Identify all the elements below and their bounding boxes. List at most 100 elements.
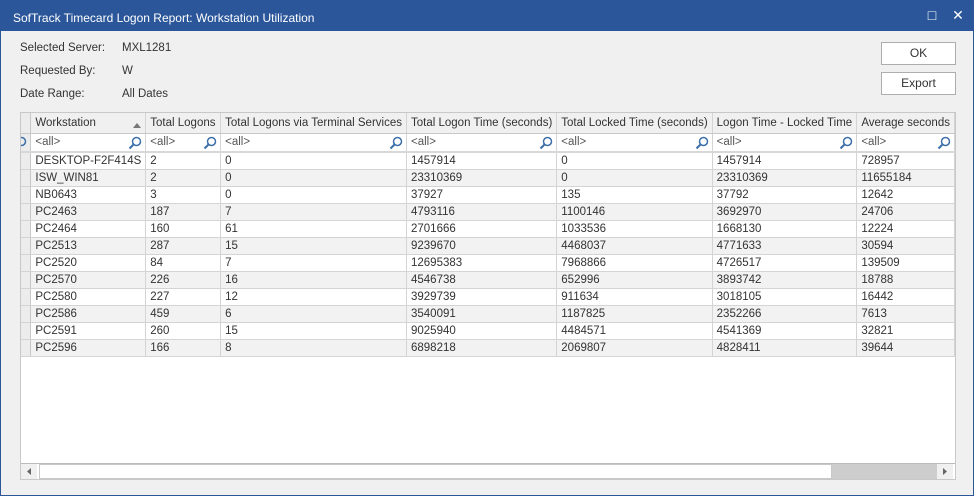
scrollbar-track[interactable] [832,464,937,479]
table-cell[interactable]: 0 [220,152,407,170]
search-icon[interactable] [203,136,217,150]
table-row[interactable]: DESKTOP-F2F414S 2 0 1457914 0 1457914 728957 [21,152,955,170]
table-cell[interactable]: 6 [220,305,407,323]
row-header[interactable] [21,237,32,255]
row-header[interactable] [21,254,32,272]
table-cell[interactable]: PC2580 [30,288,147,306]
table-cell[interactable]: PC2586 [30,305,147,323]
table-cell[interactable]: 15 [220,322,407,340]
data-grid[interactable]: Workstation Total Logons Total Logons via … [20,112,956,480]
table-cell[interactable]: 2 [145,169,222,187]
table-cell[interactable]: 459 [145,305,222,323]
column-header[interactable]: Total Locked Time (seconds) [556,113,713,134]
row-header[interactable] [21,271,32,289]
search-icon[interactable] [695,136,709,150]
row-header[interactable] [21,305,32,323]
column-header[interactable]: Total Logons [145,113,222,134]
table-cell[interactable]: 16442 [856,288,955,306]
table-row[interactable]: PC2591 260 15 9025940 4484571 4541369 32821 [21,322,955,340]
table-cell[interactable]: 226 [145,271,222,289]
table-cell[interactable]: 9025940 [406,322,558,340]
close-icon[interactable]: ✕ [952,7,964,23]
maximize-icon[interactable]: □ [927,7,937,23]
search-icon[interactable] [839,136,853,150]
search-icon[interactable] [937,136,951,150]
table-cell[interactable]: 12224 [856,220,955,238]
column-header[interactable]: Logon Time - Locked Time [712,113,858,134]
table-cell[interactable]: 1457914 [712,152,858,170]
table-cell[interactable]: 652996 [556,271,713,289]
table-cell[interactable]: 139509 [856,254,955,272]
table-cell[interactable]: 4793116 [406,203,558,221]
row-header[interactable] [21,169,32,187]
table-cell[interactable]: 32821 [856,322,955,340]
table-cell[interactable]: 7613 [856,305,955,323]
column-filter-input[interactable]: <all> [30,133,147,153]
table-cell[interactable]: PC2463 [30,203,147,221]
table-cell[interactable]: DESKTOP-F2F414S [30,152,147,170]
table-cell[interactable]: 12695383 [406,254,558,272]
table-cell[interactable]: 4484571 [556,322,713,340]
table-cell[interactable]: 84 [145,254,222,272]
table-row[interactable]: PC2513 287 15 9239670 4468037 4771633 30594 [21,237,955,255]
table-cell[interactable]: 1187825 [556,305,713,323]
table-cell[interactable]: 24706 [856,203,955,221]
table-cell[interactable]: 11655184 [856,169,955,187]
table-cell[interactable]: 187 [145,203,222,221]
table-cell[interactable]: 39644 [856,339,955,357]
table-cell[interactable]: 4726517 [712,254,858,272]
scroll-right-button[interactable] [937,464,953,479]
table-cell[interactable]: 7 [220,203,407,221]
table-cell[interactable]: 160 [145,220,222,238]
table-cell[interactable]: 1457914 [406,152,558,170]
table-cell[interactable]: 0 [220,169,407,187]
table-cell[interactable]: 7968866 [556,254,713,272]
table-row[interactable]: PC2570 226 16 4546738 652996 3893742 18788 [21,271,955,289]
table-cell[interactable]: NB0643 [30,186,147,204]
table-cell[interactable]: PC2513 [30,237,147,255]
row-header[interactable] [21,186,32,204]
table-cell[interactable]: 6898218 [406,339,558,357]
table-cell[interactable]: 2 [145,152,222,170]
table-cell[interactable]: 2352266 [712,305,858,323]
table-cell[interactable]: PC2591 [30,322,147,340]
table-cell[interactable]: 30594 [856,237,955,255]
table-cell[interactable]: 23310369 [712,169,858,187]
row-header[interactable] [21,339,32,357]
table-cell[interactable]: PC2596 [30,339,147,357]
filter-row-header[interactable] [21,133,32,153]
table-cell[interactable]: 4468037 [556,237,713,255]
column-filter-input[interactable]: <all> [406,133,558,153]
table-cell[interactable]: 260 [145,322,222,340]
table-cell[interactable]: 4546738 [406,271,558,289]
column-filter-input[interactable]: <all> [145,133,222,153]
table-cell[interactable]: 3018105 [712,288,858,306]
column-header[interactable]: Total Logons via Terminal Services [220,113,407,134]
table-cell[interactable]: 0 [220,186,407,204]
row-header[interactable] [21,322,32,340]
column-header[interactable]: Total Logon Time (seconds) [406,113,558,134]
table-cell[interactable]: 2701666 [406,220,558,238]
row-header[interactable] [21,152,32,170]
table-cell[interactable]: 12642 [856,186,955,204]
export-button[interactable]: Export [881,72,956,95]
scrollbar-thumb[interactable] [39,464,832,479]
table-cell[interactable]: 1100146 [556,203,713,221]
table-cell[interactable]: 3692970 [712,203,858,221]
table-cell[interactable]: 1033536 [556,220,713,238]
column-header[interactable]: Average seconds [856,113,955,134]
table-cell[interactable]: 3893742 [712,271,858,289]
table-row[interactable]: PC2464 160 61 2701666 1033536 1668130 12224 [21,220,955,238]
table-cell[interactable]: ISW_WIN81 [30,169,147,187]
table-cell[interactable]: PC2570 [30,271,147,289]
table-cell[interactable]: 37792 [712,186,858,204]
table-cell[interactable]: 287 [145,237,222,255]
table-row[interactable]: ISW_WIN81 2 0 23310369 0 23310369 11655184 [21,169,955,187]
column-filter-input[interactable]: <all> [556,133,713,153]
table-cell[interactable]: 728957 [856,152,955,170]
table-cell[interactable]: 227 [145,288,222,306]
table-cell[interactable]: 4541369 [712,322,858,340]
table-cell[interactable]: 4771633 [712,237,858,255]
table-cell[interactable]: 7 [220,254,407,272]
search-icon[interactable] [389,136,403,150]
